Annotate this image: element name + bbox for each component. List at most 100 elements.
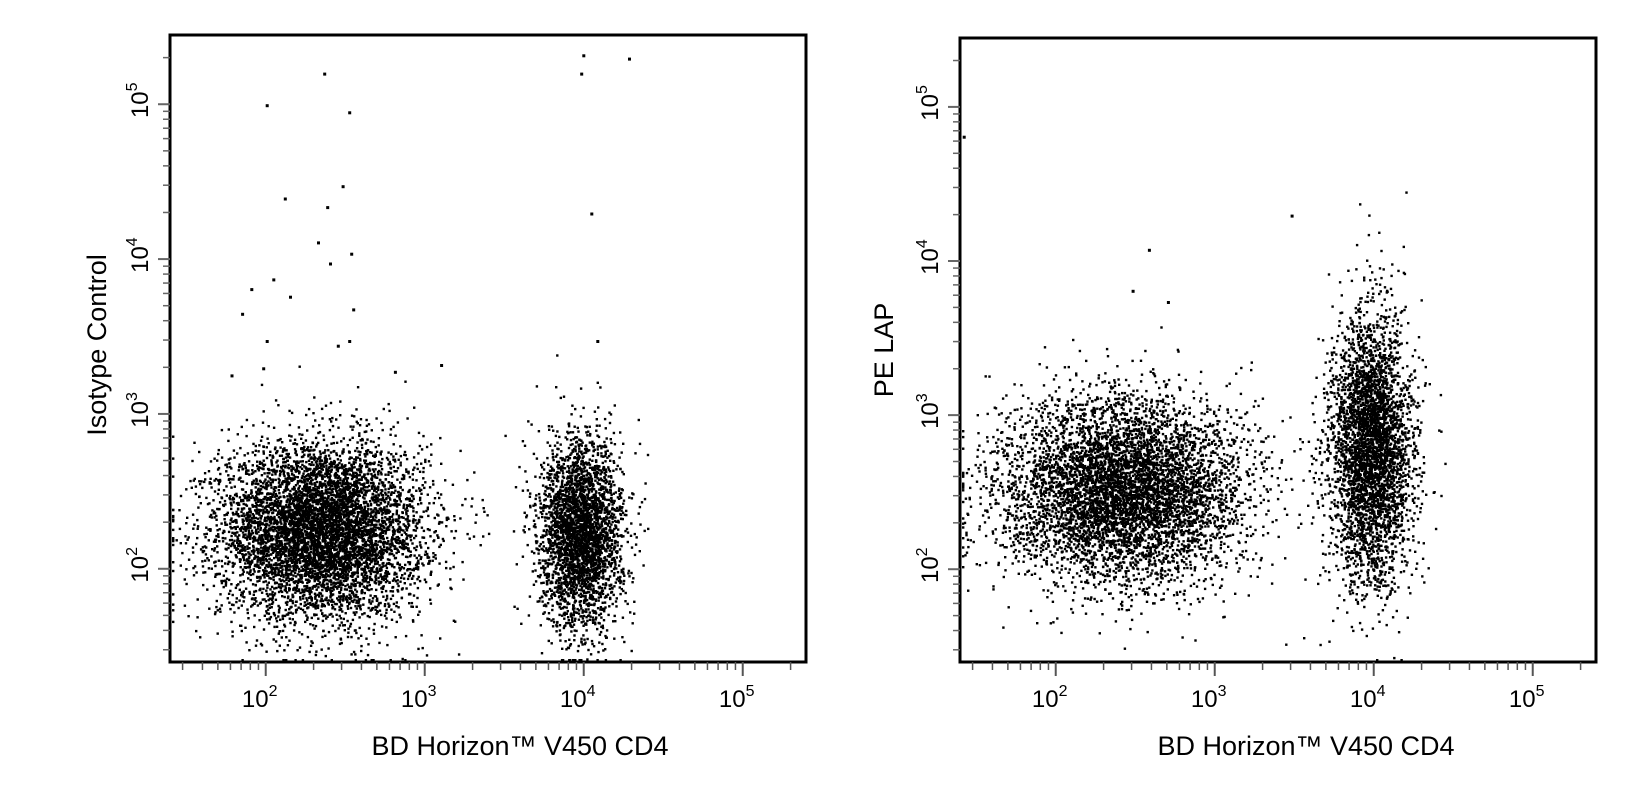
- data-point: [439, 637, 442, 640]
- data-point: [217, 488, 220, 491]
- data-point: [245, 434, 248, 438]
- data-point: [363, 482, 366, 485]
- data-point: [354, 571, 357, 574]
- data-point: [220, 604, 223, 607]
- data-point: [297, 589, 301, 593]
- data-point: [318, 577, 321, 580]
- data-point: [301, 497, 304, 500]
- data-point: [269, 508, 273, 512]
- data-point: [369, 463, 372, 466]
- data-point: [370, 477, 374, 480]
- data-point: [172, 508, 175, 512]
- data-point: [375, 476, 379, 479]
- data-point: [199, 502, 202, 505]
- data-point: [374, 487, 378, 490]
- data-point: [314, 577, 318, 581]
- data-point: [383, 574, 386, 578]
- data-point: [272, 568, 275, 571]
- data-point: [248, 520, 251, 523]
- data-point: [227, 543, 231, 546]
- data-point: [185, 488, 188, 491]
- data-point: [374, 595, 378, 598]
- data-point: [280, 535, 284, 538]
- data-point: [231, 635, 234, 638]
- data-point: [229, 501, 232, 504]
- data-point: [301, 608, 305, 612]
- data-point: [287, 463, 290, 467]
- data-point: [257, 499, 260, 502]
- data-point: [172, 435, 175, 438]
- data-point: [370, 462, 374, 465]
- data-point: [269, 506, 272, 510]
- data-point: [295, 586, 299, 589]
- data-point: [257, 487, 260, 490]
- data-point: [274, 598, 278, 601]
- data-point: [316, 552, 319, 555]
- data-point: [241, 498, 245, 502]
- data-point: [311, 624, 315, 627]
- data-point: [225, 542, 228, 545]
- data-point: [268, 524, 271, 527]
- data-point: [311, 478, 314, 482]
- data-point: [238, 463, 241, 466]
- data-point: [429, 464, 432, 467]
- data-point: [254, 501, 258, 504]
- data-point: [264, 547, 267, 550]
- data-point: [406, 577, 410, 581]
- data-point: [374, 556, 377, 559]
- data-point: [327, 449, 330, 452]
- data-point: [351, 436, 354, 439]
- data-point: [278, 606, 281, 609]
- data-point: [231, 565, 234, 568]
- data-point: [436, 534, 439, 537]
- data-point: [275, 536, 278, 539]
- data-point: [335, 418, 338, 421]
- data-point: [395, 575, 399, 578]
- data-point: [195, 542, 198, 546]
- data-point: [272, 491, 275, 494]
- data-point: [382, 561, 385, 565]
- data-point: [450, 530, 453, 533]
- data-point: [302, 441, 305, 445]
- data-point: [318, 457, 322, 460]
- data-point: [172, 569, 175, 573]
- data-point: [275, 617, 278, 620]
- data-point: [240, 604, 243, 607]
- data-point: [349, 500, 352, 503]
- data-point: [281, 595, 284, 598]
- data-point: [438, 562, 441, 565]
- data-point: [362, 546, 365, 549]
- data-point: [313, 627, 316, 630]
- data-point: [350, 414, 354, 417]
- data-point: [243, 514, 246, 518]
- data-point: [342, 511, 345, 514]
- data-point: [354, 629, 357, 632]
- data-point: [309, 567, 312, 570]
- data-point: [360, 443, 364, 447]
- data-point: [256, 517, 260, 520]
- data-point: [407, 470, 410, 473]
- data-point: [401, 587, 404, 590]
- data-point: [200, 480, 203, 483]
- data-point: [390, 481, 393, 485]
- data-point: [227, 592, 231, 595]
- data-point: [247, 529, 250, 532]
- data-point: [418, 498, 422, 502]
- data-point: [356, 486, 359, 489]
- data-point: [375, 490, 378, 494]
- data-point: [380, 510, 383, 513]
- data-point: [403, 572, 407, 575]
- data-point: [225, 523, 229, 526]
- data-point: [392, 465, 395, 469]
- data-point: [265, 481, 269, 485]
- data-point: [427, 562, 430, 565]
- data-point: [254, 486, 257, 489]
- data-point: [293, 438, 297, 441]
- data-point: [419, 544, 422, 547]
- data-point: [340, 641, 343, 645]
- data-point: [352, 474, 355, 477]
- data-point: [419, 557, 422, 561]
- data-point: [297, 578, 300, 581]
- data-point: [220, 522, 223, 525]
- data-point: [214, 540, 217, 543]
